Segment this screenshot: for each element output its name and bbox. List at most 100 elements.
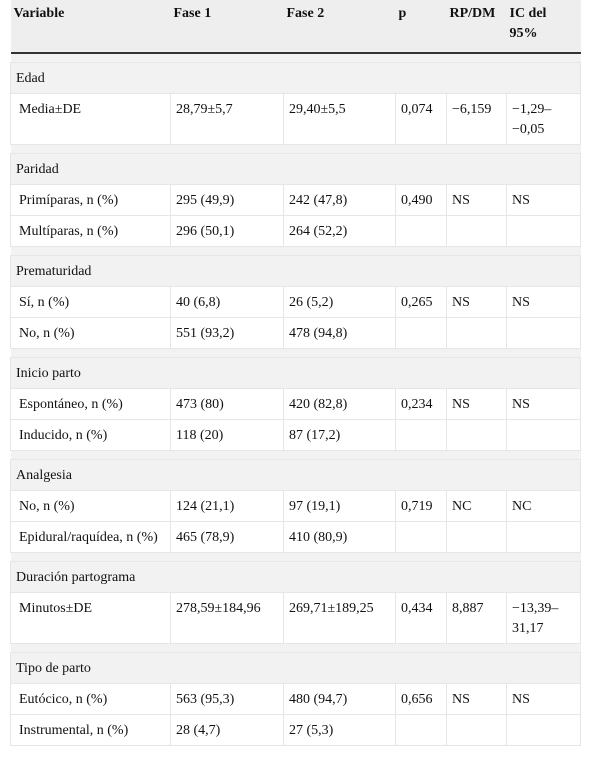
section-title: Duración partograma <box>10 561 581 593</box>
header-row: Variable Fase 1 Fase 2 p RP/DM IC del 95% <box>10 0 581 54</box>
cell: 26 (5,2) <box>283 286 396 318</box>
section-title: Analgesia <box>10 459 581 491</box>
spacer-cell <box>10 348 581 358</box>
cell: 28 (4,7) <box>170 714 284 746</box>
empty-cell <box>395 215 447 247</box>
cell: NC <box>446 490 507 522</box>
spacer-row <box>10 552 581 562</box>
section-row: Edad <box>10 62 581 94</box>
cell: 0,656 <box>395 683 447 715</box>
cell: 551 (93,2) <box>170 317 284 349</box>
data-row: Eutócico, n (%) 563 (95,3) 480 (94,7) 0,656… <box>10 683 581 715</box>
cell: 27 (5,3) <box>283 714 396 746</box>
spacer-row <box>10 450 581 460</box>
data-row: Media±DE 28,79±5,7 29,40±5,5 0,074 −6,159 −1,… <box>10 93 581 145</box>
cell: 0,719 <box>395 490 447 522</box>
section-row: Analgesia <box>10 459 581 491</box>
cell: NS <box>446 286 507 318</box>
spacer-row <box>10 246 581 256</box>
cell: NC <box>506 490 581 522</box>
cell: 0,074 <box>395 93 447 145</box>
cell: 480 (94,7) <box>283 683 396 715</box>
spacer-cell <box>10 450 581 460</box>
cell: 0,265 <box>395 286 447 318</box>
section-title: Edad <box>10 62 581 94</box>
row-label: No, n (%) <box>10 317 171 349</box>
cell: 278,59±184,96 <box>170 592 284 644</box>
row-label: Instrumental, n (%) <box>10 714 171 746</box>
data-row: Minutos±DE 278,59±184,96 269,71±189,25 0,43… <box>10 592 581 644</box>
column-header: Fase 2 <box>283 0 396 54</box>
cell: NS <box>506 184 581 216</box>
spacer-row <box>10 348 581 358</box>
cell: 420 (82,8) <box>283 388 396 420</box>
section-row: Tipo de parto <box>10 652 581 684</box>
cell: −13,39–31,17 <box>506 592 581 644</box>
cell: 295 (49,9) <box>170 184 284 216</box>
data-row: Primíparas, n (%) 295 (49,9) 242 (47,8) 0,4… <box>10 184 581 216</box>
empty-cell <box>506 419 581 451</box>
cell: 40 (6,8) <box>170 286 284 318</box>
column-header: IC del 95% <box>506 0 581 54</box>
data-row: Inducido, n (%) 118 (20) 87 (17,2) <box>10 419 581 451</box>
section-row: Prematuridad <box>10 255 581 287</box>
cell: 0,490 <box>395 184 447 216</box>
column-header: Variable <box>10 0 171 54</box>
cell: 118 (20) <box>170 419 284 451</box>
cell: −1,29–−0,05 <box>506 93 581 145</box>
column-header: p <box>395 0 447 54</box>
data-row: Epidural/raquídea, n (%) 465 (78,9) 410 (8… <box>10 521 581 553</box>
empty-cell <box>506 317 581 349</box>
cell: NS <box>506 286 581 318</box>
cell: 264 (52,2) <box>283 215 396 247</box>
cell: 97 (19,1) <box>283 490 396 522</box>
data-row: No, n (%) 551 (93,2) 478 (94,8) <box>10 317 581 349</box>
cell: 28,79±5,7 <box>170 93 284 145</box>
empty-cell <box>446 215 507 247</box>
empty-cell <box>395 521 447 553</box>
empty-cell <box>446 521 507 553</box>
cell: −6,159 <box>446 93 507 145</box>
section-row: Inicio parto <box>10 357 581 389</box>
spacer-row <box>10 144 581 154</box>
spacer-row <box>10 643 581 653</box>
empty-cell <box>395 419 447 451</box>
row-label: Minutos±DE <box>10 592 171 644</box>
empty-cell <box>506 215 581 247</box>
empty-cell <box>506 714 581 746</box>
row-label: Sí, n (%) <box>10 286 171 318</box>
cell: 0,434 <box>395 592 447 644</box>
cell: 269,71±189,25 <box>283 592 396 644</box>
cell: 0,234 <box>395 388 447 420</box>
spacer-cell <box>10 552 581 562</box>
cell: NS <box>506 683 581 715</box>
spacer-cell <box>10 643 581 653</box>
column-header: RP/DM <box>446 0 507 54</box>
empty-cell <box>446 317 507 349</box>
spacer-cell <box>10 144 581 154</box>
empty-cell <box>395 714 447 746</box>
row-label: Multíparas, n (%) <box>10 215 171 247</box>
cell: 465 (78,9) <box>170 521 284 553</box>
section-title: Paridad <box>10 153 581 185</box>
cell: 87 (17,2) <box>283 419 396 451</box>
cell: NS <box>446 683 507 715</box>
cell: 563 (95,3) <box>170 683 284 715</box>
section-title: Tipo de parto <box>10 652 581 684</box>
cell: 242 (47,8) <box>283 184 396 216</box>
cell: 296 (50,1) <box>170 215 284 247</box>
empty-cell <box>446 419 507 451</box>
section-row: Duración partograma <box>10 561 581 593</box>
row-label: No, n (%) <box>10 490 171 522</box>
empty-cell <box>395 317 447 349</box>
cell: 473 (80) <box>170 388 284 420</box>
row-label: Eutócico, n (%) <box>10 683 171 715</box>
table-body: Edad Media±DE 28,79±5,7 29,40±5,5 0,074 −6,15… <box>10 52 581 746</box>
cell: 124 (21,1) <box>170 490 284 522</box>
row-label: Espontáneo, n (%) <box>10 388 171 420</box>
data-row: Instrumental, n (%) 28 (4,7) 27 (5,3) <box>10 714 581 746</box>
row-label: Primíparas, n (%) <box>10 184 171 216</box>
cell: NS <box>506 388 581 420</box>
cell: NS <box>446 388 507 420</box>
